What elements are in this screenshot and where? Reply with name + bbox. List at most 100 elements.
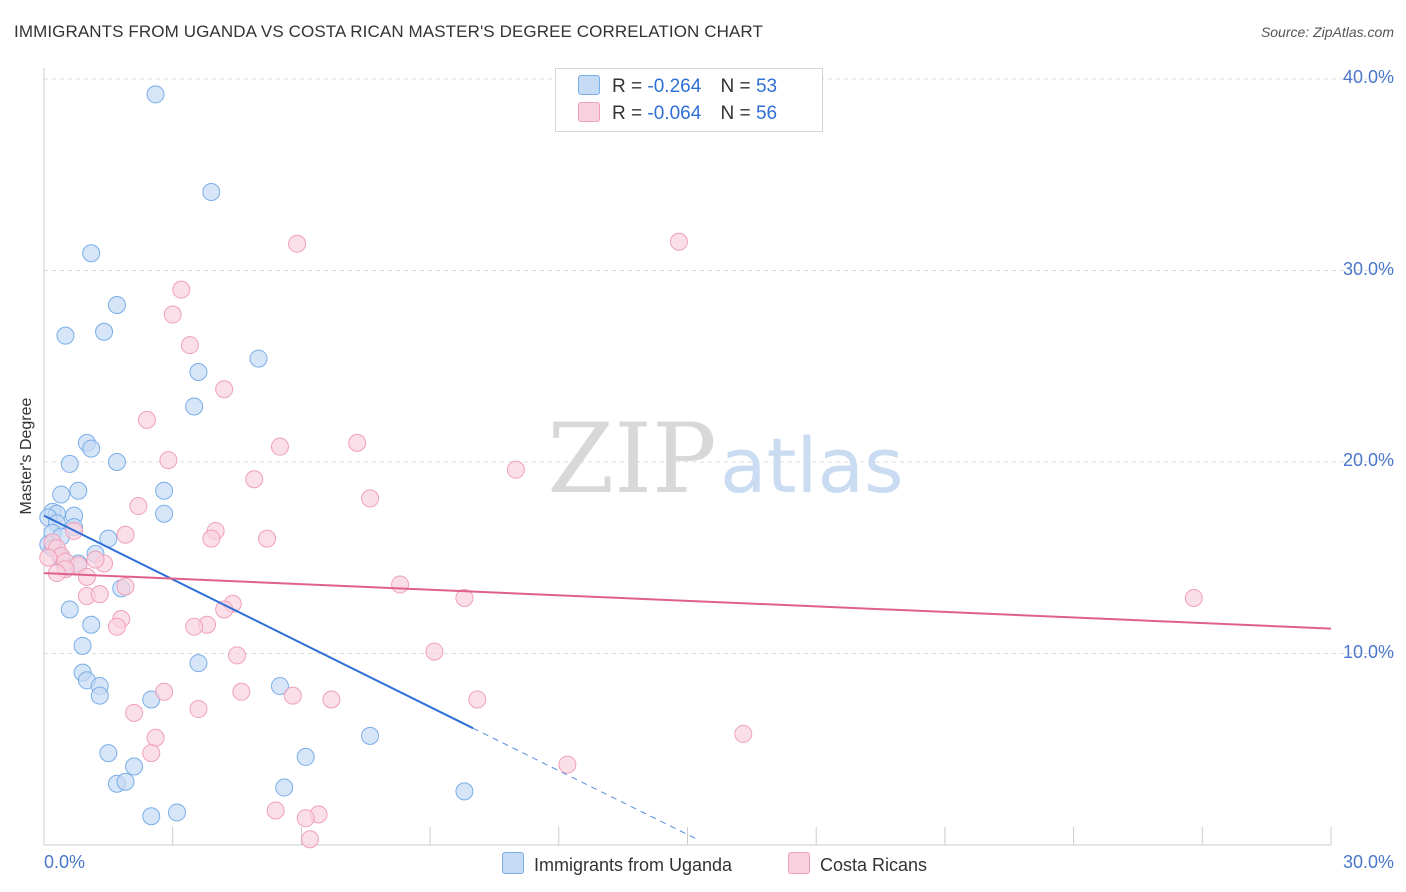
watermark-zip: ZIP [547, 403, 716, 515]
uganda-point [167, 803, 186, 822]
chart-title: IMMIGRANTS FROM UGANDA VS COSTA RICAN MA… [14, 22, 763, 41]
n-label: N = [720, 103, 751, 124]
costa-rican-point [506, 460, 525, 479]
stats-row-costa-rican: R = -0.064 N = 56 [578, 102, 777, 126]
uganda-point [146, 85, 165, 104]
uganda-point [189, 362, 208, 381]
costa-rican-point [107, 617, 126, 636]
costa-rican-point [202, 529, 221, 548]
uganda-point [99, 744, 118, 763]
y-tick-label: 20.0% [1342, 450, 1394, 470]
costa-rican-point [391, 575, 410, 594]
uganda-point [142, 807, 161, 826]
uganda-point [82, 615, 101, 634]
uganda-point [296, 747, 315, 766]
costa-rican-point [129, 497, 148, 516]
costa-rican-point [734, 724, 753, 743]
uganda-point [189, 654, 208, 673]
uganda-point [275, 778, 294, 797]
costa-rican-point [215, 600, 234, 619]
uganda-swatch [578, 75, 600, 95]
uganda-point [82, 439, 101, 458]
costa-rican-point [142, 744, 161, 763]
uganda-point [155, 504, 174, 523]
r-value: -0.264 [647, 76, 702, 97]
uganda-point [82, 244, 101, 263]
uganda-point [60, 600, 79, 619]
costa-rican-point [172, 280, 191, 299]
uganda-trend-extension [472, 727, 697, 840]
uganda-point [361, 726, 380, 745]
costa-rican-point [283, 686, 302, 705]
costa-rican-point [468, 690, 487, 709]
r-value: -0.064 [647, 103, 702, 124]
costa-rican-point [266, 801, 285, 820]
legend-label: Immigrants from Uganda [534, 855, 733, 875]
uganda-point [455, 782, 474, 801]
uganda-point [107, 295, 126, 314]
stats-box: R = -0.264 N = 53 R = -0.064 N = 56 [555, 68, 823, 132]
costa-rican-point [455, 588, 474, 607]
costa-rican-point [163, 305, 182, 324]
costa-rican-point [558, 755, 577, 774]
r-label: R = [612, 76, 643, 97]
n-value: 56 [755, 103, 778, 124]
costa-rican-point [159, 451, 178, 470]
legend-item-uganda[interactable]: Immigrants from Uganda [502, 852, 732, 876]
costa-rican-trend-line [43, 572, 1332, 630]
uganda-point [125, 757, 144, 776]
uganda-point [73, 636, 92, 655]
uganda-point [107, 453, 126, 471]
costa-rican-point [185, 617, 204, 636]
costa-rican-point [361, 489, 380, 508]
costa-rican-point [258, 529, 277, 548]
legend-item-costa-rican[interactable]: Costa Ricans [788, 852, 927, 876]
costa-rican-swatch [578, 102, 600, 122]
uganda-trend-line [43, 514, 474, 730]
costa-rican-point [77, 567, 96, 586]
legend-label: Costa Ricans [820, 855, 928, 875]
uganda-point [116, 772, 135, 791]
costa-rican-point [245, 470, 264, 489]
costa-rican-point [180, 336, 199, 355]
costa-rican-point [296, 809, 315, 828]
costa-rican-point [1184, 588, 1203, 607]
uganda-point [270, 677, 289, 696]
uganda-point [90, 686, 109, 705]
x-tick-label-max: 30.0% [1342, 852, 1394, 872]
costa-rican-point [189, 700, 208, 719]
costa-rican-point [322, 690, 341, 709]
source-label: Source: ZipAtlas.com [1260, 24, 1394, 40]
uganda-point [69, 481, 88, 500]
costa-rican-point [288, 234, 307, 253]
x-tick-label-min: 0.0% [44, 852, 86, 872]
uganda-point [56, 326, 75, 345]
y-tick-label: 10.0% [1342, 641, 1394, 662]
uganda-legend-swatch [502, 852, 524, 874]
costa-rican-point [116, 525, 135, 544]
costa-rican-point [86, 550, 105, 569]
costa-rican-point [669, 232, 688, 251]
costa-rican-point [270, 437, 289, 456]
costa-rican-legend-swatch [788, 852, 810, 874]
costa-rican-point [215, 380, 234, 399]
uganda-point [185, 397, 204, 416]
costa-rican-point [137, 410, 156, 429]
y-tick-label: 30.0% [1342, 258, 1394, 279]
uganda-point [95, 322, 114, 341]
costa-rican-point [90, 585, 109, 604]
costa-rican-point [155, 682, 174, 701]
costa-rican-point [146, 728, 165, 747]
uganda-point [60, 454, 79, 473]
n-value: 53 [755, 76, 778, 97]
stats-row-uganda: R = -0.264 N = 53 [578, 75, 777, 99]
r-label: R = [612, 103, 643, 124]
y-tick-label: 40.0% [1342, 67, 1394, 87]
uganda-point [249, 349, 268, 368]
costa-rican-point [125, 703, 144, 722]
uganda-point [52, 485, 71, 504]
costa-rican-point [348, 433, 367, 452]
costa-rican-point [228, 646, 247, 665]
costa-rican-point [232, 682, 251, 701]
